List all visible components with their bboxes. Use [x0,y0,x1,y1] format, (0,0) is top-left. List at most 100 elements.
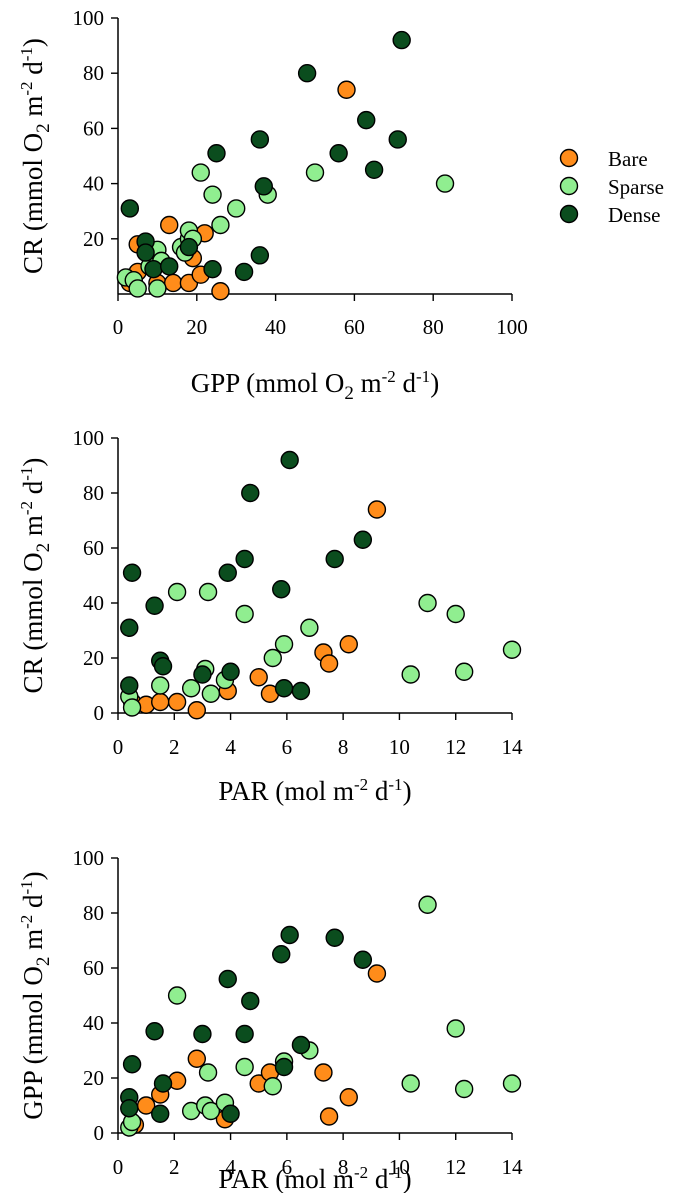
x-tick-label: 10 [389,735,410,759]
data-point-sparse [446,604,465,624]
x-tick-label: 2 [169,1155,180,1179]
x-tick-label: 20 [186,315,207,339]
y-tick-label: 20 [83,227,104,251]
data-point-sparse [128,279,147,298]
data-point-dense [235,1024,254,1044]
y-tick-label: 100 [73,6,105,30]
x-tick-label: 4 [225,1155,236,1179]
data-point-dense [221,662,240,681]
data-point-dense [280,450,299,470]
data-point-sparse [418,895,437,914]
data-point-sparse [454,662,474,681]
data-point-bare [187,1049,207,1068]
data-point-sparse [235,1057,254,1077]
data-point-dense [120,618,139,637]
data-point-dense [272,580,291,599]
data-point-bare [249,668,268,687]
x-tick-label: 12 [445,735,466,759]
x-tick-label: 6 [282,735,293,759]
data-point-dense [357,110,376,130]
data-point-dense [136,243,155,262]
data-point-sparse [235,604,254,624]
data-point-dense [145,596,164,615]
data-point-dense [120,199,140,218]
legend-label-bare: Bare [608,147,648,171]
data-point-sparse [198,582,218,602]
series-dense [120,30,411,282]
data-point-sparse [446,1019,465,1038]
series-dense [120,925,373,1123]
x-tick-label: 0 [113,1155,124,1179]
data-point-bare [339,1088,358,1107]
y-axis-label: CR (mmol O2 m-2 d-1) [17,458,54,694]
data-point-dense [329,144,348,163]
data-point-sparse [198,1063,218,1082]
x-axis-label: GPP (mmol O2 m-2 d-1) [191,367,439,404]
data-point-sparse [151,676,170,695]
x-tick-label: 80 [423,315,444,339]
x-tick-label: 14 [502,735,524,759]
data-point-sparse [167,986,187,1005]
y-tick-label: 40 [83,172,104,196]
data-point-sparse [122,698,142,717]
x-tick-label: 60 [344,315,365,339]
data-point-sparse [211,215,230,235]
data-point-sparse [181,679,201,698]
data-point-dense [235,549,254,569]
data-point-dense [160,257,179,276]
data-point-dense [151,1104,170,1123]
data-point-dense [388,130,407,149]
y-tick-label: 100 [73,846,105,870]
data-point-dense [291,681,311,701]
data-point-bare [314,1063,333,1082]
x-axis-label: PAR (mol m-2 d-1) [218,775,411,806]
data-point-dense [272,945,291,964]
y-tick-label: 20 [83,1066,104,1090]
data-point-bare [151,692,170,712]
chart-panel-1: 0 20 40 60 80 100 20 40 60 80 100 GPP (mmol O2 m-2 … [17,6,528,404]
series-dense [120,450,373,701]
data-point-bare [187,701,207,720]
data-point-dense [153,657,173,676]
data-point-dense [241,991,260,1011]
data-point-dense [280,925,299,945]
chart-panel-3: 0 2 4 6 8 10 12 14 0 20 40 60 80 100 PAR (mol m-2 d-1)… [17,846,523,1193]
data-point-sparse [201,684,221,703]
x-tick-label: 0 [113,315,124,339]
data-point-sparse [167,582,187,602]
x-tick-label: 100 [496,315,528,339]
data-point-dense [325,549,344,569]
y-tick-label: 0 [94,1121,105,1145]
y-tick-label: 80 [83,481,104,505]
data-point-sparse [263,1077,282,1096]
data-point-bare [367,500,387,519]
data-point-bare [160,215,179,235]
y-tick-label: 0 [94,701,105,725]
x-tick-label: 14 [502,1155,524,1179]
y-axis-label: GPP (mmol O2 m-2 d-1) [17,871,54,1119]
x-tick-label: 2 [169,735,180,759]
data-point-dense [364,160,384,180]
data-point-dense [122,563,142,582]
x-tick-label: 0 [113,735,124,759]
data-point-sparse [502,1074,522,1093]
data-point-sparse [418,593,437,613]
y-tick-label: 60 [83,116,104,140]
data-point-dense [145,1022,164,1041]
chart-panel-2: 0 2 4 6 8 10 12 14 0 20 40 60 80 100 PAR (mol m-2 d-1)… [17,426,523,806]
x-axis-label: PAR (mol m-2 d-1) [218,1163,411,1193]
data-point-dense [203,259,222,279]
data-point-sparse [191,163,210,182]
data-point-dense [218,969,237,989]
data-point-dense [241,483,260,503]
data-point-dense [291,1035,311,1055]
data-point-dense [250,246,270,265]
data-point-sparse [454,1079,474,1099]
data-point-sparse [274,635,294,654]
data-point-dense [274,679,294,698]
data-point-dense [193,665,212,684]
series-sparse [120,895,522,1137]
x-tick-label: 8 [338,735,349,759]
y-axis-label: CR (mmol O2 m-2 d-1) [17,38,54,274]
